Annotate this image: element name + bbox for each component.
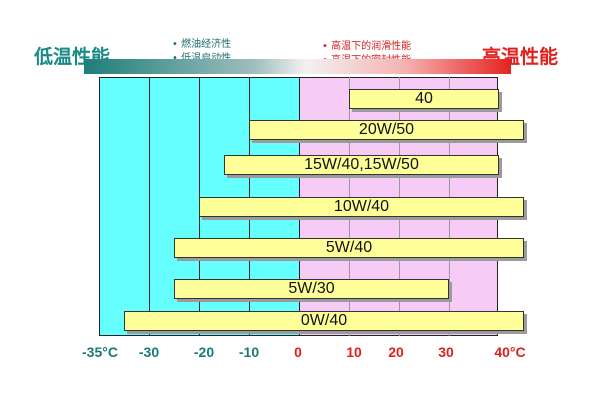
grade-bar: 0W/40 bbox=[124, 311, 524, 331]
low-temp-note-text: 燃油经济性 bbox=[181, 39, 232, 50]
grade-bar: 5W/40 bbox=[174, 238, 524, 258]
grade-bar: 40 bbox=[349, 89, 499, 109]
axis-tick-label: 10 bbox=[346, 344, 362, 360]
grade-label: 20W/50 bbox=[358, 121, 415, 138]
axis-tick-label: -20 bbox=[193, 344, 215, 360]
low-temp-note-item: • 低温启动性 bbox=[172, 52, 231, 66]
axis-tick-label: -35°C bbox=[82, 344, 118, 360]
grade-label: 5W/40 bbox=[325, 239, 373, 256]
grade-bar: 20W/50 bbox=[249, 120, 524, 140]
axis-tick-label: 20 bbox=[388, 344, 404, 360]
grid-line bbox=[149, 77, 150, 336]
grade-label: 5W/30 bbox=[288, 280, 335, 297]
low-temp-note-item: • 燃油经济性 bbox=[172, 39, 232, 50]
axis-tick-label: -10 bbox=[238, 344, 260, 360]
grade-label: 40 bbox=[415, 90, 433, 107]
axis-tick-label: 40°C bbox=[494, 344, 526, 360]
grade-bar: 15W/40,15W/50 bbox=[224, 155, 499, 175]
grade-label: 0W/40 bbox=[300, 312, 348, 329]
grade-label: 10W/40 bbox=[333, 198, 390, 215]
high-temp-note-text: 高温下的润滑性能 bbox=[331, 41, 412, 52]
axis-tick-label: 30 bbox=[438, 344, 454, 360]
high-temp-note-item: • 高温下的润滑性能 bbox=[322, 41, 412, 52]
axis-tick-label: -30 bbox=[138, 344, 160, 360]
temperature-gradient-bar bbox=[84, 59, 511, 74]
grade-bar: 5W/30 bbox=[174, 279, 449, 299]
low-temp-note-text: 低温启动性 bbox=[181, 53, 231, 64]
low-temp-notes: • 燃油经济性 • 低温启动性 bbox=[172, 38, 231, 66]
grade-bar: 10W/40 bbox=[199, 197, 524, 217]
grade-label: 15W/40,15W/50 bbox=[304, 156, 419, 173]
axis-tick-label: 0 bbox=[294, 344, 302, 360]
